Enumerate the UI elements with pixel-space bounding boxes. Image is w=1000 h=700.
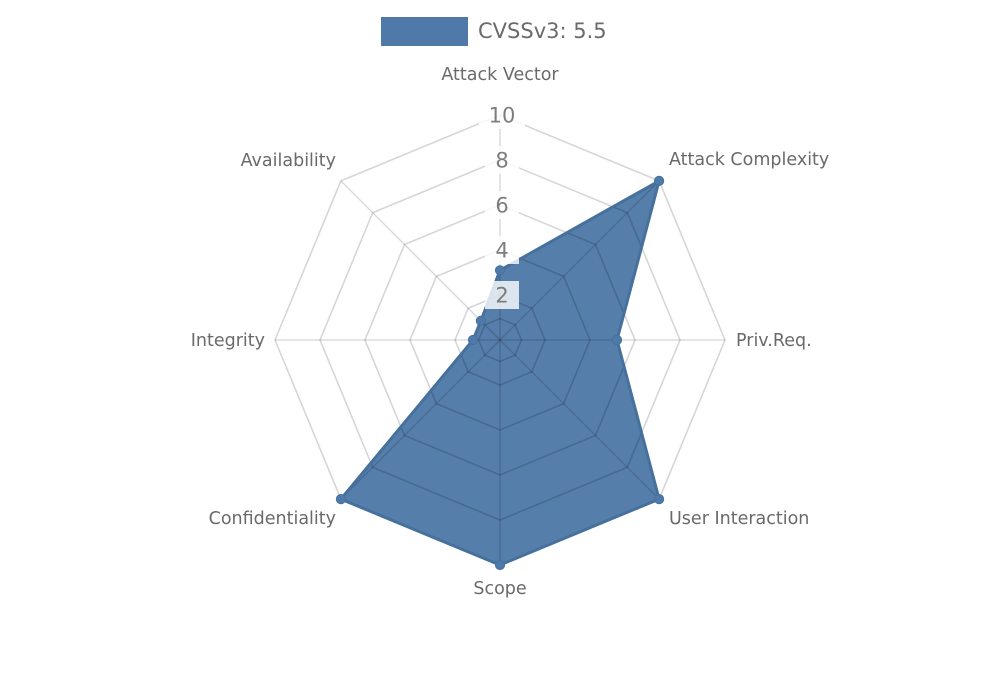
axis-label-integrity: Integrity — [190, 331, 265, 351]
tick-backdrop-2 — [485, 281, 519, 309]
legend-swatch[interactable] — [381, 17, 468, 46]
axis-label-attack-vector: Attack Vector — [441, 65, 559, 85]
tick-backdrop-8 — [485, 146, 519, 174]
tick-label-4: 4 — [495, 239, 508, 263]
data-point-attack-vector — [494, 265, 506, 276]
grid-ring-2 — [454, 294, 546, 386]
axis-label-scope: Scope — [473, 579, 527, 599]
grid-ring-4 — [409, 249, 591, 431]
data-point-priv-req — [611, 334, 623, 346]
tick-backdrop-6 — [485, 191, 519, 219]
data-point-availability — [475, 315, 486, 326]
grid-ring-6 — [364, 204, 636, 476]
data-point-user-interaction — [654, 494, 665, 505]
series-area-cvssv3-5-5 — [340, 180, 660, 565]
axis-label-attack-complexity: Attack Complexity — [669, 150, 830, 170]
tick-label-10: 10 — [489, 104, 516, 128]
grid-spoke-availability — [340, 180, 501, 341]
tick-backdrop-10 — [479, 101, 525, 129]
data-point-scope — [494, 559, 506, 571]
tick-label-6: 6 — [495, 194, 508, 218]
data-point-confidentiality — [335, 494, 346, 505]
axis-label-availability: Availability — [240, 151, 336, 171]
axis-label-user-interaction: User Interaction — [669, 509, 810, 529]
tick-label-2: 2 — [495, 284, 508, 308]
grid-spoke-attack-complexity — [499, 180, 660, 341]
tick-backdrop-4 — [485, 236, 519, 264]
grid-spoke-user-interaction — [499, 339, 660, 500]
grid-spoke-confidentiality — [340, 339, 501, 500]
data-point-integrity — [467, 334, 479, 346]
tick-label-8: 8 — [495, 149, 508, 173]
grid-ring-0.95 — [477, 317, 523, 363]
data-point-attack-complexity — [654, 175, 665, 186]
grid-ring-8 — [319, 159, 681, 521]
axis-label-confidentiality: Confidentiality — [208, 509, 336, 529]
axis-label-priv-req: Priv.Req. — [736, 331, 812, 351]
legend-label[interactable]: CVSSv3: 5.5 — [478, 19, 607, 43]
